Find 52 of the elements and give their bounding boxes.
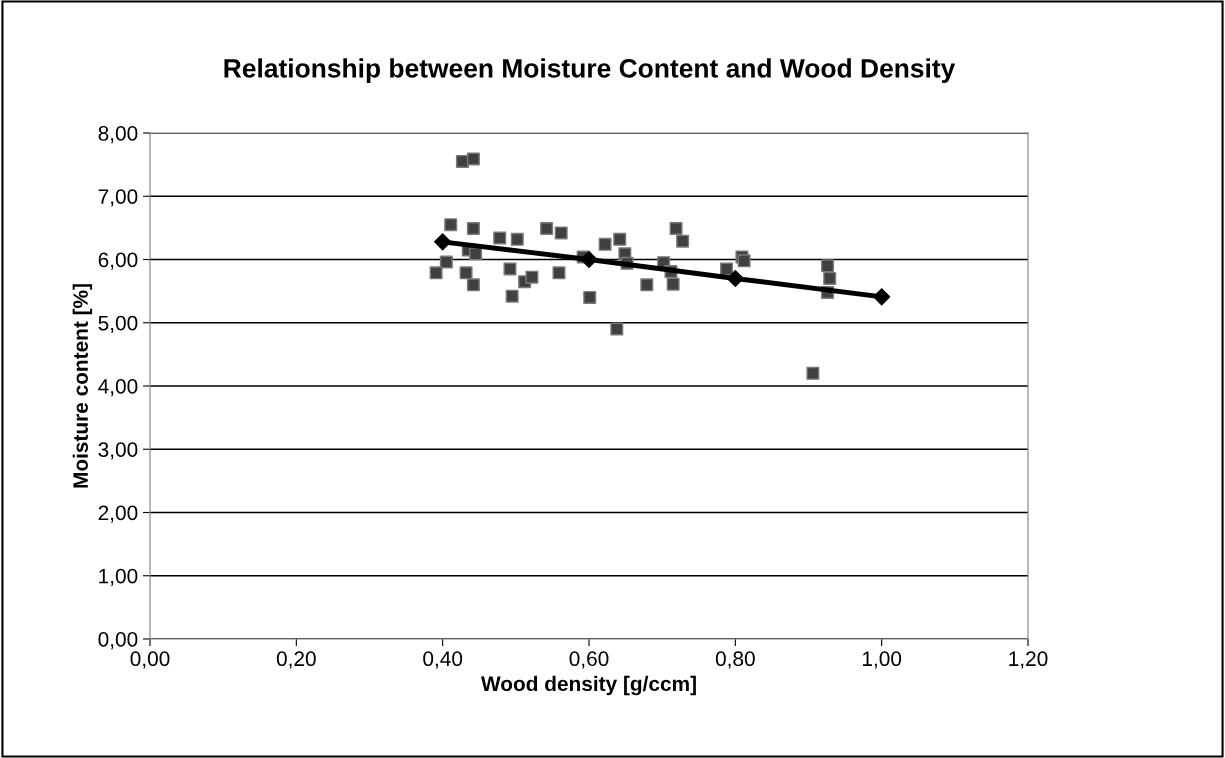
- x-tick-label: 1,20: [1009, 651, 1048, 669]
- point: [493, 231, 507, 245]
- x-tick-label: 0,60: [569, 651, 609, 669]
- point: [873, 288, 891, 306]
- point: [466, 278, 480, 292]
- x-tick-label: 0,00: [130, 651, 170, 669]
- point: [510, 232, 524, 246]
- point: [640, 278, 654, 292]
- x-tick-label: 0,20: [276, 651, 316, 669]
- point: [823, 271, 837, 285]
- point: [583, 290, 597, 304]
- y-tick-label: 5,00: [98, 315, 138, 333]
- point: [434, 233, 452, 251]
- y-tick-label: 7,00: [98, 189, 138, 207]
- point: [598, 237, 612, 251]
- point: [505, 289, 519, 303]
- point: [737, 254, 751, 268]
- point: [666, 277, 680, 291]
- point: [444, 218, 458, 232]
- point: [580, 250, 598, 269]
- point: [466, 152, 480, 166]
- y-tick-label: 1,00: [99, 568, 138, 586]
- point: [613, 232, 627, 246]
- x-tick-label: 0,40: [423, 651, 463, 669]
- y-tick-label: 6,00: [98, 252, 138, 270]
- point: [459, 266, 473, 280]
- y-tick-label: 2,00: [98, 505, 138, 523]
- chart-title: Relationship between Moisture Content and Wood Density: [224, 58, 956, 83]
- y-tick-label: 8,00: [98, 126, 138, 144]
- x-axis-title: Wood density [g/ccm]: [480, 675, 696, 696]
- point: [469, 247, 483, 261]
- point: [669, 222, 683, 236]
- y-tick-label: 4,00: [98, 379, 138, 397]
- point: [806, 366, 820, 380]
- point: [610, 322, 624, 336]
- point: [676, 234, 690, 248]
- point: [720, 262, 734, 276]
- point: [726, 269, 744, 288]
- point: [439, 255, 453, 269]
- y-axis-title: Moisture content [%]: [72, 284, 93, 488]
- point: [540, 222, 554, 236]
- point: [552, 266, 566, 280]
- y-tick-label: 3,00: [98, 442, 138, 460]
- y-tick-label: 0,00: [98, 632, 138, 650]
- point: [503, 262, 517, 276]
- x-tick-label: 1,00: [862, 651, 902, 669]
- point: [466, 222, 480, 236]
- point: [525, 270, 539, 284]
- point: [429, 266, 443, 280]
- x-tick-label: 0,80: [715, 651, 755, 669]
- point: [554, 226, 568, 240]
- point: [821, 259, 835, 273]
